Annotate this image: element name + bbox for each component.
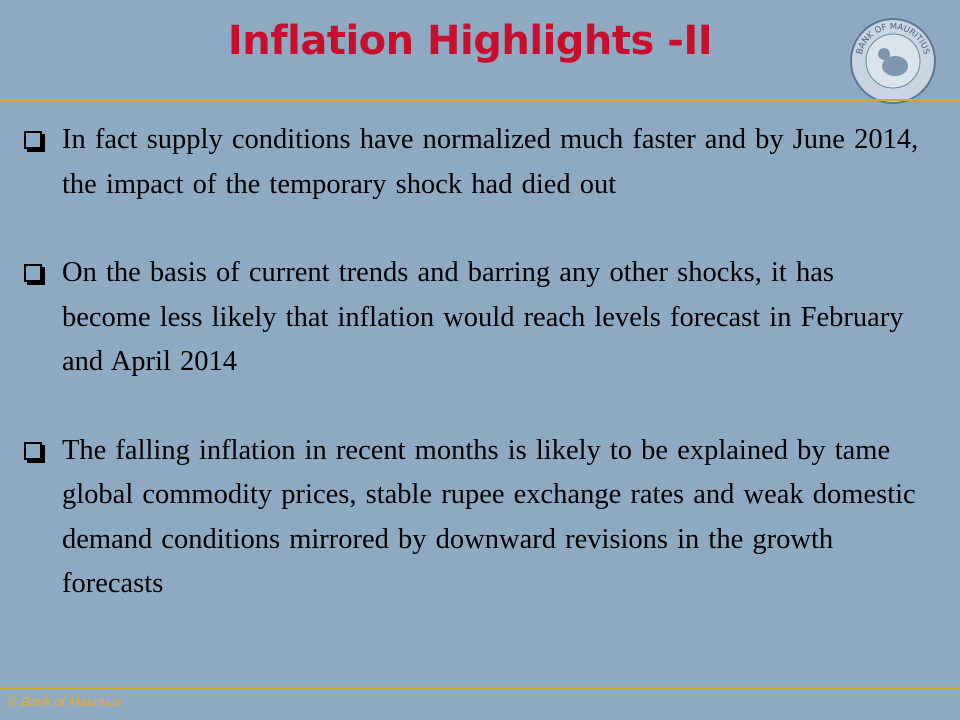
bullet-icon bbox=[24, 131, 42, 149]
bullet-list: In fact supply conditions have normalize… bbox=[20, 118, 920, 651]
bullet-text: In fact supply conditions have normalize… bbox=[62, 124, 919, 200]
bullet-icon bbox=[24, 441, 42, 460]
header-rule bbox=[0, 99, 960, 101]
bullet: The falling inflation in recent months i… bbox=[20, 429, 920, 607]
logo: BANK OF MAURITIUS bbox=[850, 18, 936, 104]
footer-rule bbox=[0, 687, 960, 689]
bullet: On the basis of current trends and barri… bbox=[20, 251, 920, 385]
bullet-text: On the basis of current trends and barri… bbox=[62, 257, 904, 377]
bullet-text: The falling inflation in recent months i… bbox=[62, 434, 916, 600]
bullet-icon bbox=[24, 264, 42, 282]
footer: © Bank of Mauritius bbox=[8, 694, 122, 709]
slide-title: Inflation Highlights -II bbox=[227, 18, 713, 64]
bullet: In fact supply conditions have normalize… bbox=[20, 118, 920, 207]
